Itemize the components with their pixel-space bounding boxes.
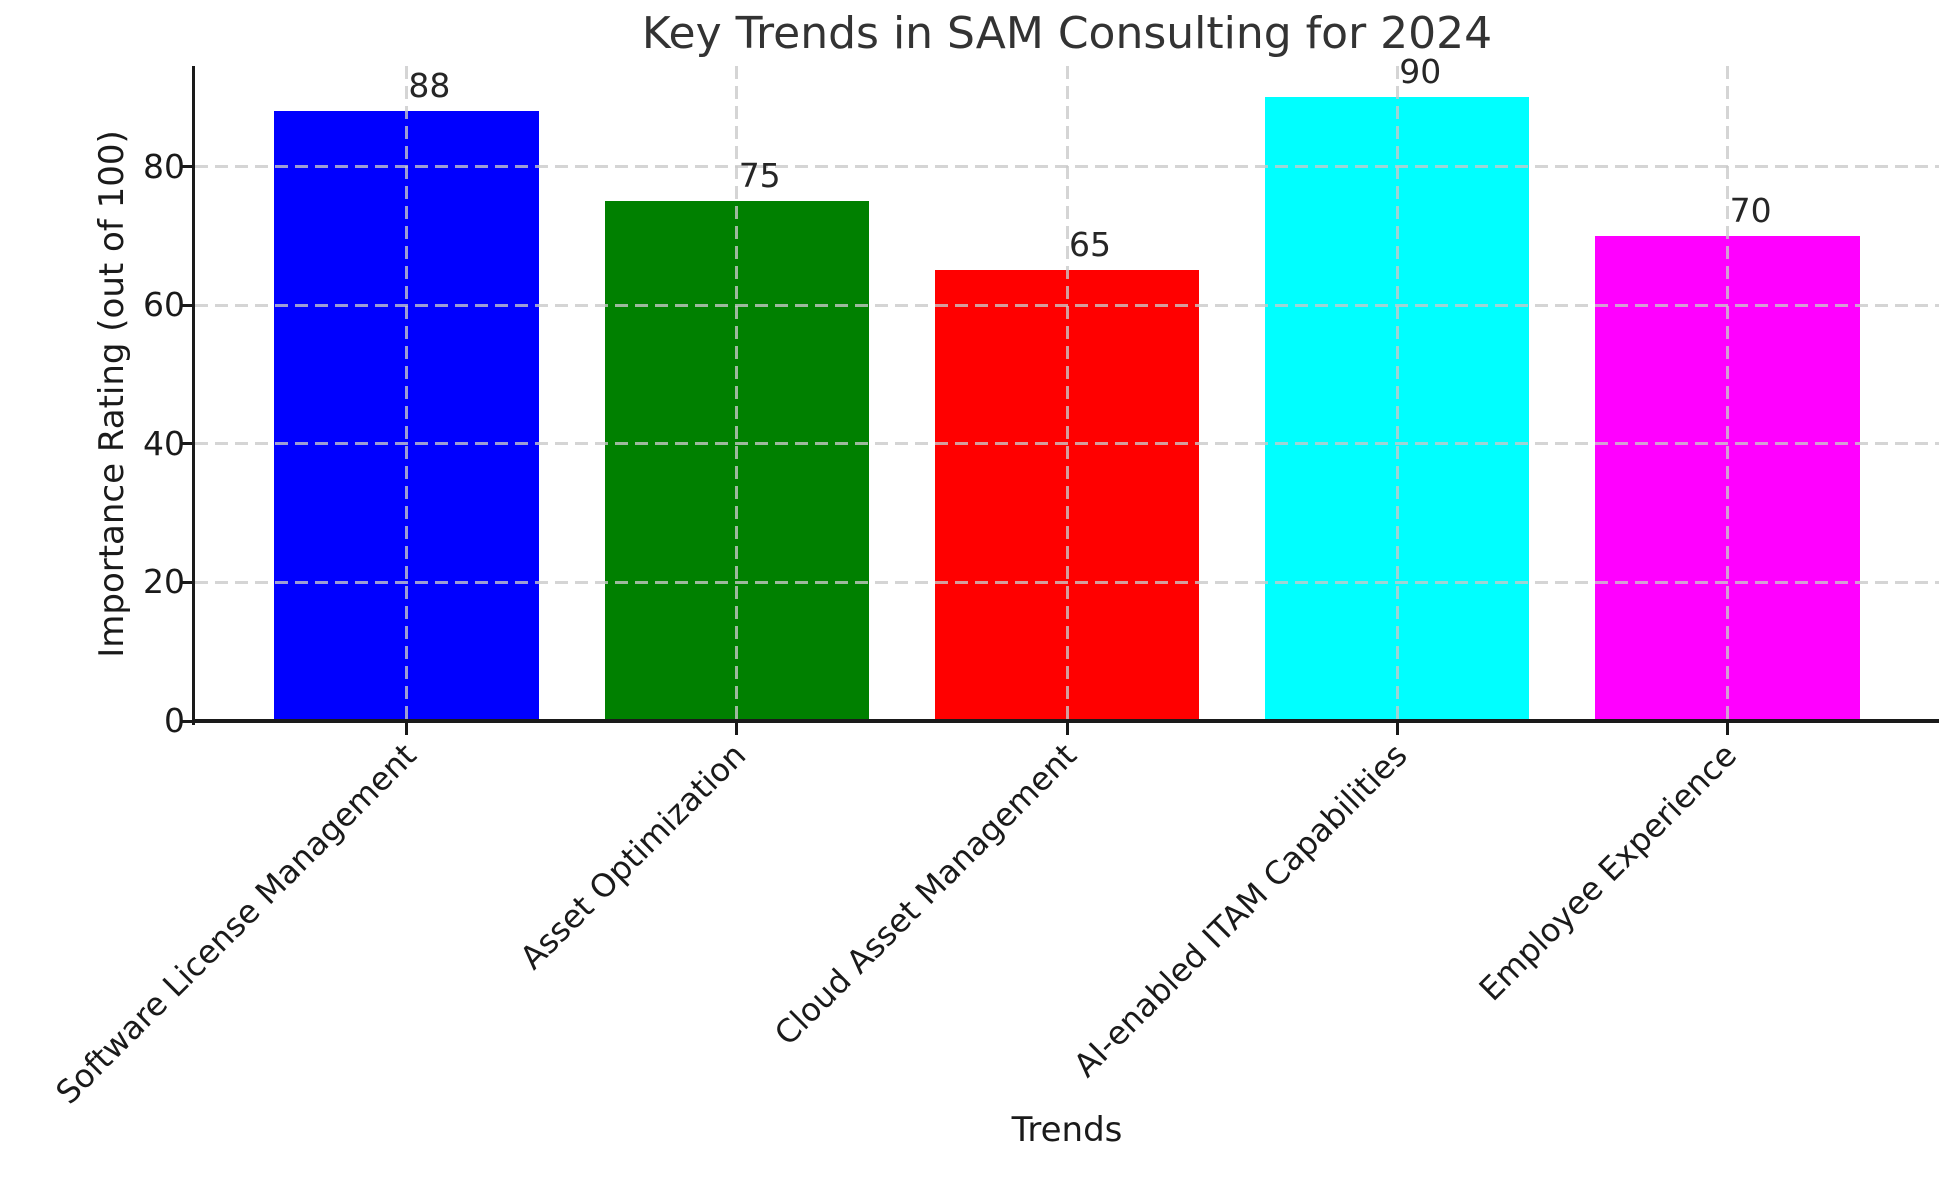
x-gridline-2 xyxy=(1065,66,1069,721)
x-axis-label: Trends xyxy=(1011,1110,1123,1150)
x-tickmark-3 xyxy=(1395,721,1399,735)
chart-title: Key Trends in SAM Consulting for 2024 xyxy=(641,8,1493,59)
y-tick-label-40: 40 xyxy=(143,423,185,463)
y-tickmark-60 xyxy=(181,303,195,307)
x-gridline-1 xyxy=(735,66,739,721)
y-tick-label-0: 0 xyxy=(164,701,185,740)
y-tick-label-20: 20 xyxy=(143,562,185,602)
y-tick-label-60: 60 xyxy=(143,285,185,325)
bottom-spine xyxy=(191,719,1939,723)
x-tick-label-0: Software License Management xyxy=(47,736,424,1112)
x-gridline-4 xyxy=(1726,66,1730,721)
x-tick-label-3: AI-enabled ITAM Capabilities xyxy=(1065,736,1415,1085)
bar-value-label-4: 70 xyxy=(1729,190,1772,230)
y-tick-label-80: 80 xyxy=(143,146,185,186)
bar-value-label-1: 75 xyxy=(738,156,781,196)
x-tick-label-2: Cloud Asset Management xyxy=(767,736,1084,1053)
y-tickmark-20 xyxy=(181,580,195,584)
x-gridline-3 xyxy=(1395,66,1399,721)
x-tickmark-2 xyxy=(1065,721,1069,735)
x-tick-label-1: Asset Optimization xyxy=(512,736,754,977)
x-tickmark-1 xyxy=(735,721,739,735)
y-tickmark-80 xyxy=(181,165,195,168)
x-gridline-0 xyxy=(404,66,408,721)
bar-value-label-3: 90 xyxy=(1399,52,1442,92)
x-tickmark-4 xyxy=(1726,721,1730,735)
bar-value-label-2: 65 xyxy=(1069,225,1111,265)
y-tickmark-0 xyxy=(181,719,195,723)
x-tick-label-4: Employee Experience xyxy=(1472,736,1745,1009)
x-tickmark-0 xyxy=(404,721,408,735)
left-spine xyxy=(191,66,195,725)
bar-value-label-0: 88 xyxy=(408,66,451,106)
y-tickmark-40 xyxy=(181,442,195,446)
